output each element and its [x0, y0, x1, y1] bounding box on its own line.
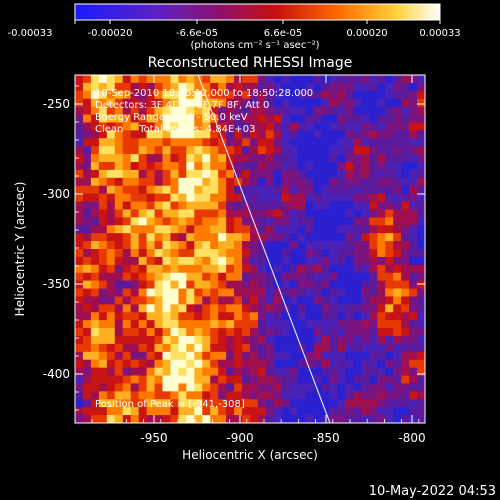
- colorbar-tick-label: -6.6e-05: [176, 28, 218, 39]
- x-tick-label: -800: [398, 431, 425, 445]
- colorbar-tick-label: -0.00033: [8, 28, 53, 39]
- info-detectors: Detectors: 3F 4F 5F 6F 7F 8F, Att 0: [95, 100, 269, 111]
- colorbar-units: (photons cm⁻² s⁻¹ asec⁻²): [190, 40, 319, 51]
- info-block: 10-Sep-2010 18:46:12.000 to 18:50:28.000…: [95, 88, 313, 410]
- plot-title: Reconstructed RHESSI Image: [148, 55, 353, 71]
- y-tick-label: -250: [43, 97, 70, 111]
- info-energy-range: Energy Range: 25.0 - 50.0 keV: [95, 112, 248, 123]
- colorbar-gradient: [74, 3, 441, 21]
- colorbar: -0.00033 -0.00020 -6.6e-05 6.6e-05 0.00020 0.…: [8, 3, 461, 51]
- solar-image: [75, 75, 425, 423]
- y-axis-label: Heliocentric Y (arcsec): [13, 182, 27, 317]
- colorbar-tick-label: -0.00020: [88, 28, 133, 39]
- colorbar-tick-label: 0.00033: [419, 28, 460, 39]
- axis-ticks: -950 -900 -850 -800 -250 -300 -350 -400: [43, 75, 426, 445]
- colorbar-tick-label: 0.00020: [346, 28, 387, 39]
- x-tick-label: -950: [140, 431, 167, 445]
- y-tick-label: -350: [43, 277, 70, 291]
- info-algorithm: Clean Total counts: 4.84E+03: [95, 124, 255, 135]
- y-tick-label: -400: [43, 367, 70, 381]
- solar-limb-line: [197, 75, 331, 423]
- x-tick-label: -850: [312, 431, 339, 445]
- plot-frame: [74, 74, 426, 424]
- info-time-range: 10-Sep-2010 18:46:12.000 to 18:50:28.000: [95, 88, 313, 99]
- x-tick-label: -900: [226, 431, 253, 445]
- info-peak-position: Position of Peak = [-941,-308]: [95, 399, 245, 410]
- x-axis-label: Heliocentric X (arcsec): [182, 448, 318, 462]
- timestamp: 10-May-2022 04:53: [369, 484, 496, 499]
- colorbar-tick-label: 6.6e-05: [264, 28, 302, 39]
- colorbar-ticks: -0.00033 -0.00020 -6.6e-05 6.6e-05 0.00020 0.…: [8, 20, 461, 39]
- y-tick-label: -300: [43, 187, 70, 201]
